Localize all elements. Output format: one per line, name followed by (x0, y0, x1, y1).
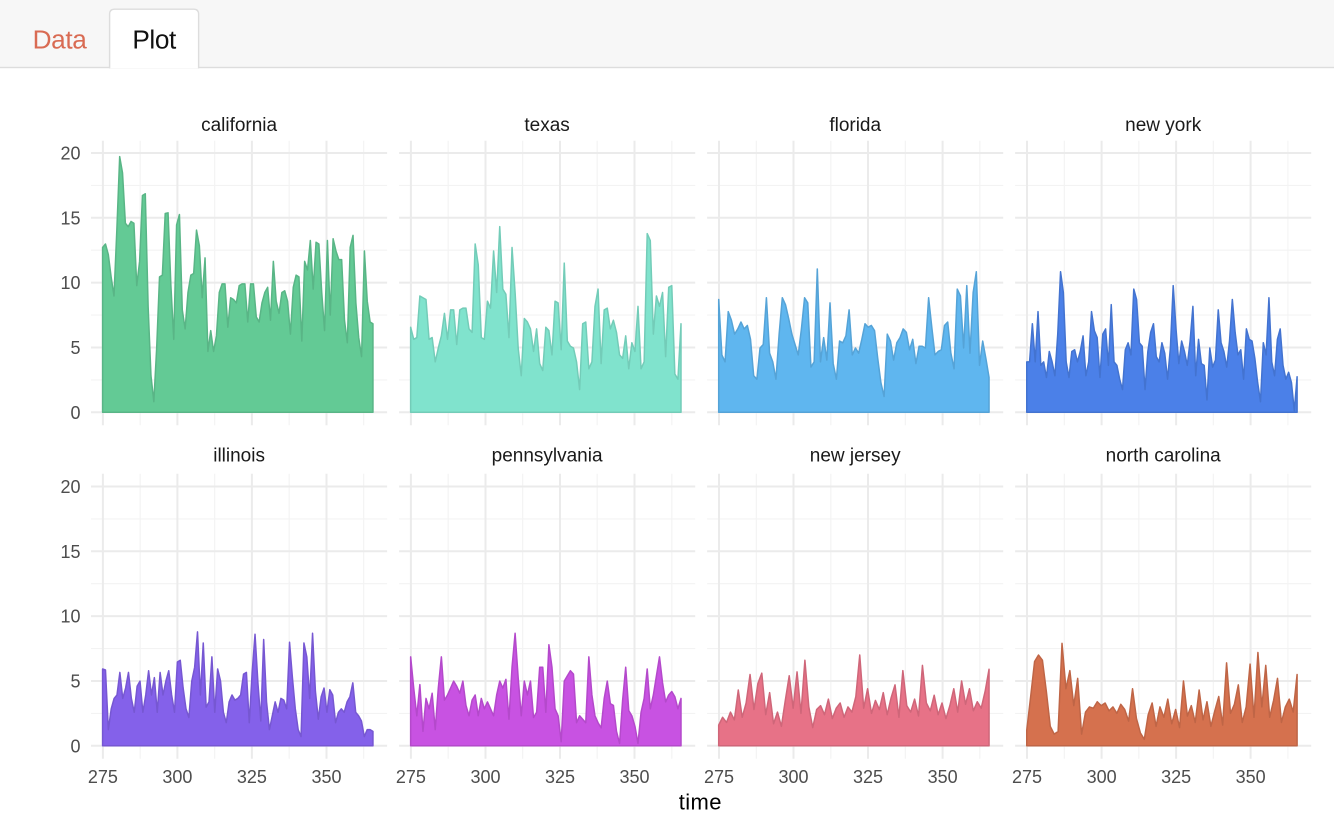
svg-text:275: 275 (1012, 767, 1042, 787)
svg-text:300: 300 (470, 767, 500, 787)
svg-text:350: 350 (1236, 767, 1266, 787)
svg-text:350: 350 (619, 767, 649, 787)
svg-text:350: 350 (311, 767, 341, 787)
svg-text:texas: texas (524, 115, 569, 136)
svg-text:325: 325 (545, 767, 575, 787)
svg-text:florida: florida (829, 115, 881, 136)
svg-text:275: 275 (396, 767, 426, 787)
svg-text:275: 275 (88, 767, 118, 787)
svg-text:300: 300 (778, 767, 808, 787)
svg-text:275: 275 (704, 767, 734, 787)
svg-text:Plot: Plot (132, 24, 177, 54)
svg-text:0: 0 (70, 403, 80, 423)
svg-text:5: 5 (70, 672, 80, 692)
svg-text:5: 5 (70, 338, 80, 358)
svg-text:north carolina: north carolina (1106, 446, 1222, 467)
svg-text:Data: Data (33, 24, 88, 54)
svg-text:time: time (679, 790, 722, 815)
svg-text:20: 20 (60, 144, 80, 164)
svg-text:300: 300 (162, 767, 192, 787)
svg-text:10: 10 (60, 607, 80, 627)
svg-text:350: 350 (928, 767, 958, 787)
svg-text:15: 15 (60, 542, 80, 562)
svg-text:300: 300 (1087, 767, 1117, 787)
svg-text:pennsylvania: pennsylvania (492, 446, 603, 467)
svg-text:0: 0 (70, 736, 80, 756)
svg-text:325: 325 (853, 767, 883, 787)
svg-text:20: 20 (60, 477, 80, 497)
svg-text:325: 325 (1161, 767, 1191, 787)
svg-text:illinois: illinois (213, 446, 265, 467)
svg-text:325: 325 (237, 767, 267, 787)
svg-text:15: 15 (60, 208, 80, 228)
svg-text:california: california (201, 115, 277, 136)
svg-text:new jersey: new jersey (810, 446, 901, 467)
svg-text:10: 10 (60, 273, 80, 293)
svg-text:new york: new york (1125, 115, 1202, 136)
